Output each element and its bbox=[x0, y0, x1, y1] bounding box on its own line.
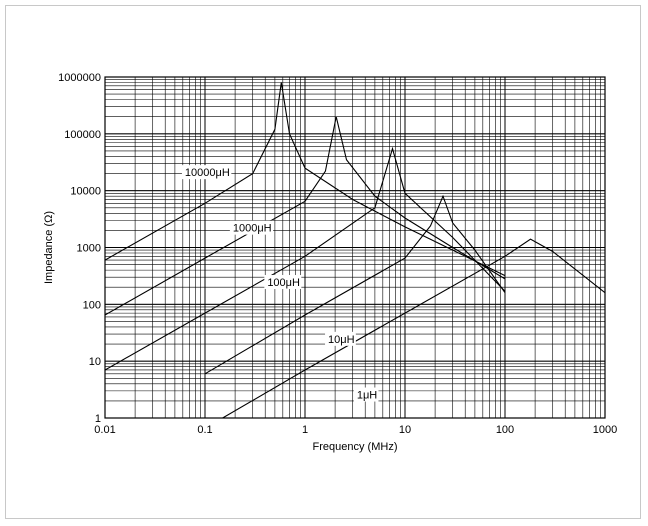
curve-label-bg bbox=[181, 165, 232, 180]
y-tick-label: 100000 bbox=[64, 129, 101, 141]
series-line-5 bbox=[222, 238, 605, 418]
y-tick-label: 1000000 bbox=[58, 72, 101, 84]
y-tick-label: 1000 bbox=[77, 243, 101, 255]
x-tick-label: 0.01 bbox=[94, 424, 115, 436]
curve-label-bg bbox=[229, 220, 274, 235]
y-axis-label: Impedance (Ω) bbox=[43, 211, 55, 284]
x-tick-label: 0.1 bbox=[197, 424, 212, 436]
y-tick-label: 10000 bbox=[70, 186, 101, 198]
series-line-3 bbox=[105, 146, 506, 371]
x-axis-label: Frequency (MHz) bbox=[313, 441, 398, 453]
curve-label: 1μH bbox=[357, 390, 377, 402]
x-tick-label: 1 bbox=[302, 424, 308, 436]
x-tick-label: 100 bbox=[496, 424, 514, 436]
curve-label-bg bbox=[325, 331, 356, 346]
curve-label: 1000μH bbox=[233, 223, 272, 235]
series-line-4 bbox=[204, 194, 506, 375]
curve-label: 10000μH bbox=[185, 167, 230, 179]
curve-label-bg bbox=[353, 387, 379, 402]
ticks: 0.01 0.1 1 10 100 1000 1 10 100 1000 10000 100000 10… bbox=[58, 72, 617, 436]
x-tick-label: 1000 bbox=[593, 424, 617, 436]
grid bbox=[104, 76, 606, 419]
curve-label: 10μH bbox=[328, 334, 355, 346]
series-line-1 bbox=[105, 82, 506, 277]
labels: 10000μH 1000μH 100μH 10μH 1μH bbox=[181, 165, 379, 402]
x-tick-label: 10 bbox=[399, 424, 411, 436]
plot-area bbox=[104, 76, 606, 419]
y-tick-label: 1 bbox=[95, 413, 101, 425]
y-tick-label: 10 bbox=[89, 356, 101, 368]
curves bbox=[105, 82, 605, 418]
y-tick-label: 100 bbox=[83, 299, 101, 311]
curve-label-bg bbox=[264, 275, 302, 290]
curve-label: 100μH bbox=[267, 277, 300, 289]
